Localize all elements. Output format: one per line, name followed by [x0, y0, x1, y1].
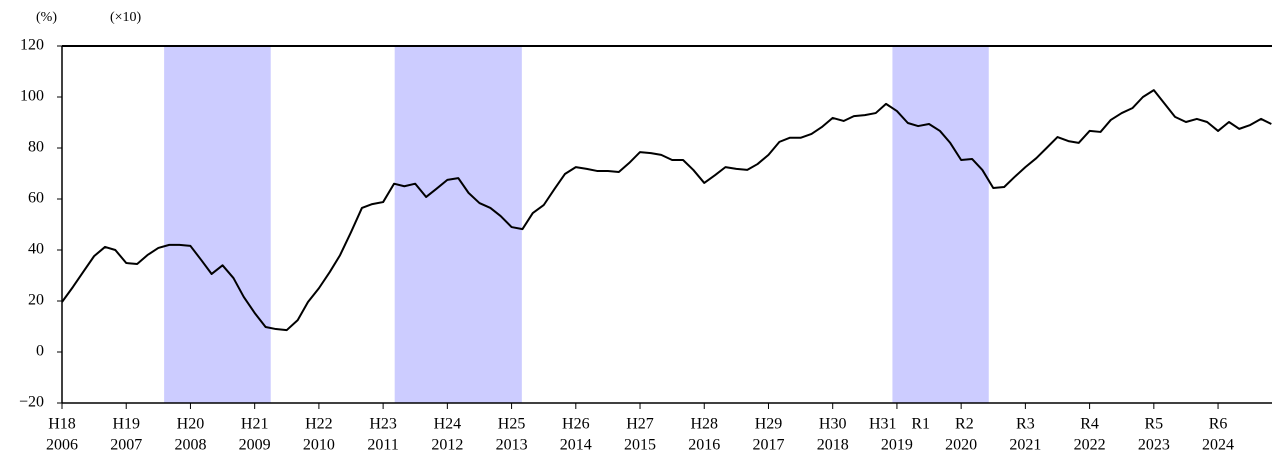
era-label: R1 [911, 416, 930, 433]
era-label: R3 [1016, 416, 1035, 433]
x-tick-label: 2016 [688, 437, 720, 454]
shaded-period [892, 46, 989, 403]
data-line [61, 89, 1272, 332]
era-label: H26 [562, 416, 590, 433]
x-tick-label: 2012 [431, 437, 463, 454]
x-tick-label: 2017 [752, 437, 784, 454]
y-tick-label: 100 [20, 88, 44, 105]
x-tick-label: 2006 [46, 437, 78, 454]
x-tick-label: 2009 [239, 437, 271, 454]
era-label: H20 [177, 416, 205, 433]
x-tick-label: 2011 [367, 437, 398, 454]
scale-label: (×10) [110, 10, 142, 25]
shaded-period [164, 46, 271, 403]
era-label: H18 [48, 416, 76, 433]
x-tick-label: 2013 [496, 437, 528, 454]
x-tick-label: 2008 [174, 437, 206, 454]
era-label: H24 [434, 416, 462, 433]
y-tick-label: −20 [19, 394, 44, 411]
x-tick-label: 2018 [817, 437, 849, 454]
y-tick-label: 120 [20, 37, 44, 54]
y-tick-label: 0 [36, 343, 44, 360]
x-tick-label: 2024 [1202, 437, 1234, 454]
era-label: H30 [819, 416, 847, 433]
y-tick-label: 20 [28, 292, 44, 309]
x-tick-label: 2021 [1009, 437, 1041, 454]
x-tick-label: 2010 [303, 437, 335, 454]
x-tick-label: 2022 [1074, 437, 1106, 454]
unit-label: (%) [36, 10, 57, 25]
x-tick-label: 2014 [560, 437, 592, 454]
y-tick-label: 40 [28, 241, 44, 258]
x-tick-label: 2007 [110, 437, 142, 454]
era-label: H19 [112, 416, 140, 433]
x-tick-label: 2019 [881, 437, 913, 454]
era-label: H21 [241, 416, 269, 433]
x-tick-label: 2023 [1138, 437, 1170, 454]
era-label: H29 [755, 416, 783, 433]
era-label: H25 [498, 416, 526, 433]
era-label: H27 [626, 416, 654, 433]
era-label: R2 [955, 416, 974, 433]
era-label: H23 [369, 416, 397, 433]
shaded-period [394, 46, 522, 403]
era-label: H31 [869, 416, 897, 433]
y-tick-label: 80 [28, 139, 44, 156]
x-tick-label: 2020 [945, 437, 977, 454]
era-label: R5 [1144, 416, 1163, 433]
y-tick-label: 60 [28, 190, 44, 207]
era-label: R4 [1080, 416, 1099, 433]
era-label: H28 [690, 416, 718, 433]
x-tick-label: 2015 [624, 437, 656, 454]
era-label: R6 [1209, 416, 1228, 433]
era-label: H22 [305, 416, 333, 433]
